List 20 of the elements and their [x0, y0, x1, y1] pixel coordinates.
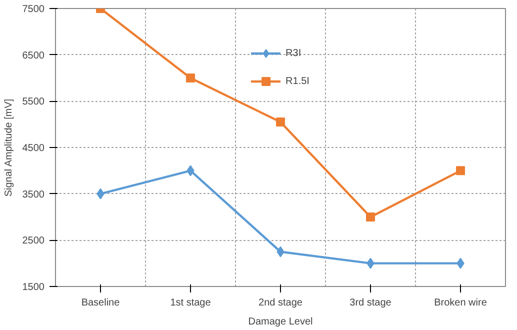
legend-label: R3I: [286, 48, 302, 58]
x-tick-label: 3rd stage: [350, 298, 392, 308]
x-tick-label: 1st stage: [170, 298, 212, 308]
x-axis-title: Damage Level: [248, 316, 313, 328]
point: [456, 166, 465, 176]
point: [276, 118, 285, 127]
y-axis-title: Signal Amplitude [mV]: [3, 98, 14, 197]
point: [366, 212, 375, 222]
y-tick-label: 5500: [22, 96, 45, 108]
legend-label: R1.5I: [286, 76, 310, 86]
y-tick-label: 4500: [22, 143, 45, 154]
y-tick-label: 2500: [22, 236, 45, 247]
y-tick-label: 3500: [22, 189, 45, 200]
y-tick-label: 7500: [22, 4, 45, 15]
y-tick-label: 1500: [22, 282, 45, 293]
x-tick-label: Broken wire: [434, 298, 488, 308]
x-tick-label: Baseline: [81, 298, 120, 308]
point: [186, 74, 195, 82]
x-tick-label: 2nd stage: [258, 298, 303, 308]
y-tick-label: 6500: [22, 50, 45, 62]
